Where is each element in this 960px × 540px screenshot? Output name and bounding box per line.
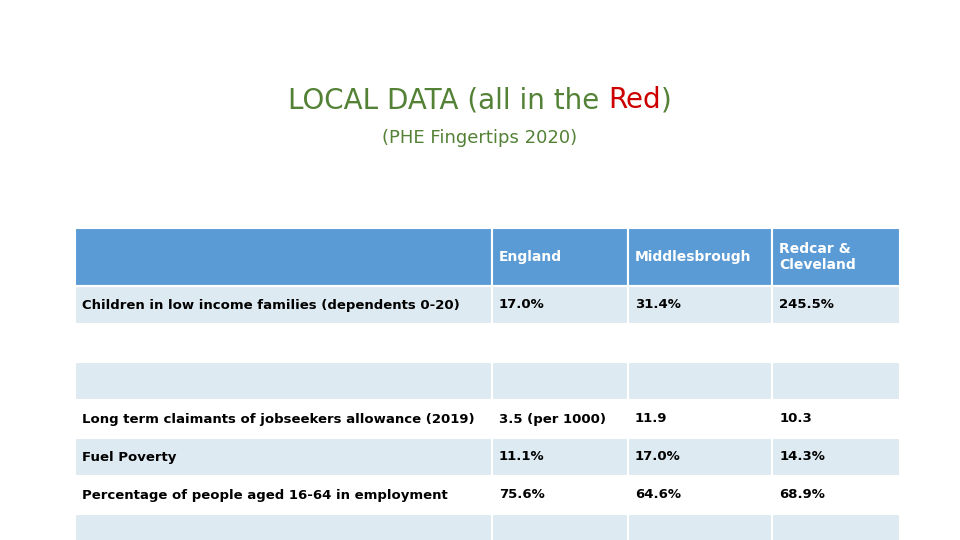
Bar: [75, 514, 492, 540]
Bar: [75, 438, 492, 476]
Bar: [628, 438, 772, 476]
Bar: [772, 514, 900, 540]
Bar: [75, 362, 492, 400]
Bar: [628, 228, 772, 286]
Bar: [772, 324, 900, 362]
Bar: [492, 362, 628, 400]
Bar: [75, 476, 492, 514]
Bar: [75, 400, 492, 438]
Bar: [772, 228, 900, 286]
Text: Redcar &
Cleveland: Redcar & Cleveland: [780, 242, 856, 272]
Text: Children in low income families (dependents 0-20): Children in low income families (depende…: [82, 299, 460, 312]
Bar: [492, 514, 628, 540]
Text: Long term claimants of jobseekers allowance (2019): Long term claimants of jobseekers allowa…: [82, 413, 474, 426]
Text: 11.1%: 11.1%: [498, 450, 544, 463]
Text: Red: Red: [609, 86, 661, 114]
Bar: [492, 476, 628, 514]
Text: 10.3: 10.3: [780, 413, 812, 426]
Bar: [492, 400, 628, 438]
Bar: [492, 438, 628, 476]
Bar: [492, 286, 628, 324]
Bar: [772, 362, 900, 400]
Text: Percentage of people aged 16-64 in employment: Percentage of people aged 16-64 in emplo…: [82, 489, 447, 502]
Text: Middlesbrough: Middlesbrough: [635, 250, 752, 264]
Bar: [628, 324, 772, 362]
Text: 31.4%: 31.4%: [635, 299, 681, 312]
Text: 64.6%: 64.6%: [635, 489, 681, 502]
Text: 245.5%: 245.5%: [780, 299, 834, 312]
Text: ): ): [661, 86, 672, 114]
Text: Fuel Poverty: Fuel Poverty: [82, 450, 177, 463]
Bar: [628, 362, 772, 400]
Text: England: England: [498, 250, 562, 264]
Bar: [628, 286, 772, 324]
Text: LOCAL DATA (all in the: LOCAL DATA (all in the: [288, 86, 609, 114]
Text: 75.6%: 75.6%: [498, 489, 544, 502]
Text: 14.3%: 14.3%: [780, 450, 825, 463]
Bar: [772, 438, 900, 476]
Bar: [75, 286, 492, 324]
Bar: [628, 400, 772, 438]
Text: 68.9%: 68.9%: [780, 489, 825, 502]
Text: 3.5 (per 1000): 3.5 (per 1000): [498, 413, 606, 426]
Text: (PHE Fingertips 2020): (PHE Fingertips 2020): [382, 129, 578, 147]
Bar: [75, 228, 492, 286]
Bar: [75, 324, 492, 362]
Bar: [772, 476, 900, 514]
Text: 17.0%: 17.0%: [498, 299, 544, 312]
Bar: [492, 228, 628, 286]
Bar: [772, 400, 900, 438]
Text: 11.9: 11.9: [635, 413, 667, 426]
Bar: [772, 286, 900, 324]
Bar: [628, 476, 772, 514]
Bar: [492, 324, 628, 362]
Bar: [628, 514, 772, 540]
Text: 17.0%: 17.0%: [635, 450, 681, 463]
